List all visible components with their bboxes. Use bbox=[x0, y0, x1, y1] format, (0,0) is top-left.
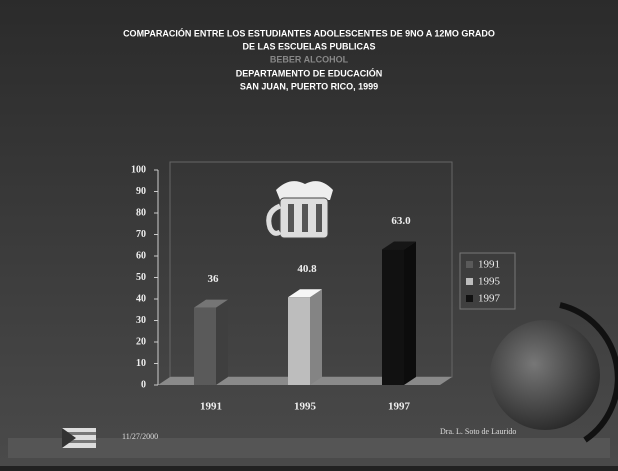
y-tick-label: 90 bbox=[136, 186, 146, 197]
footer-bar bbox=[8, 438, 610, 458]
flag-icon bbox=[62, 428, 96, 448]
subtitle: BEBER ALCOHOL bbox=[270, 54, 349, 64]
y-tick-label: 0 bbox=[141, 379, 146, 390]
y-tick-label: 40 bbox=[136, 293, 146, 304]
y-tick-label: 70 bbox=[136, 229, 146, 240]
y-tick-label: 50 bbox=[136, 272, 146, 283]
legend-label: 1997 bbox=[478, 293, 501, 305]
bar-top bbox=[288, 289, 322, 298]
y-tick-label: 30 bbox=[136, 315, 146, 326]
value-label: 40.8 bbox=[297, 263, 317, 275]
legend-swatch bbox=[466, 278, 473, 285]
y-tick-label: 10 bbox=[136, 358, 146, 369]
y-tick-label: 80 bbox=[136, 207, 146, 218]
x-tick-label: 1991 bbox=[200, 401, 222, 413]
bar bbox=[382, 249, 404, 385]
legend-box bbox=[459, 252, 516, 310]
y-tick-label: 20 bbox=[136, 336, 146, 347]
legend-swatch bbox=[466, 261, 473, 268]
bar bbox=[194, 307, 216, 385]
title-line: DE LAS ESCUELAS PUBLICAS bbox=[242, 41, 375, 51]
date: 11/27/2000 bbox=[122, 432, 158, 441]
beer-mug-icon bbox=[266, 181, 333, 239]
y-tick-label: 100 bbox=[131, 164, 146, 175]
title-line: COMPARACIÓN ENTRE LOS ESTUDIANTES ADOLES… bbox=[123, 27, 495, 38]
bar-top bbox=[194, 299, 228, 308]
org-line: DEPARTAMENTO DE EDUCACIÓN bbox=[236, 67, 383, 78]
chart: 0 10 20 30 40 50 60 70 80 90 100 36 1991 1991 40.8 1995… bbox=[131, 161, 516, 413]
value-label: 63.0 bbox=[391, 215, 411, 227]
bar-top bbox=[382, 241, 416, 250]
author: Dra. L. Soto de Laurido bbox=[440, 427, 516, 436]
y-tick-label: 60 bbox=[136, 250, 146, 261]
bar-side bbox=[216, 299, 228, 385]
bar-side bbox=[404, 241, 416, 385]
legend-label: 1995 bbox=[478, 276, 501, 288]
value-label: 36 bbox=[208, 273, 220, 285]
org-line: SAN JUAN, PUERTO RICO, 1999 bbox=[240, 81, 378, 91]
x-tick-label: 1995 bbox=[294, 401, 317, 413]
globe bbox=[490, 302, 618, 443]
legend-label: 1991 bbox=[478, 259, 500, 271]
x-tick-label: 1997 bbox=[388, 401, 411, 413]
bar bbox=[288, 297, 310, 385]
legend-swatch bbox=[466, 295, 473, 302]
bar-side bbox=[310, 289, 322, 385]
